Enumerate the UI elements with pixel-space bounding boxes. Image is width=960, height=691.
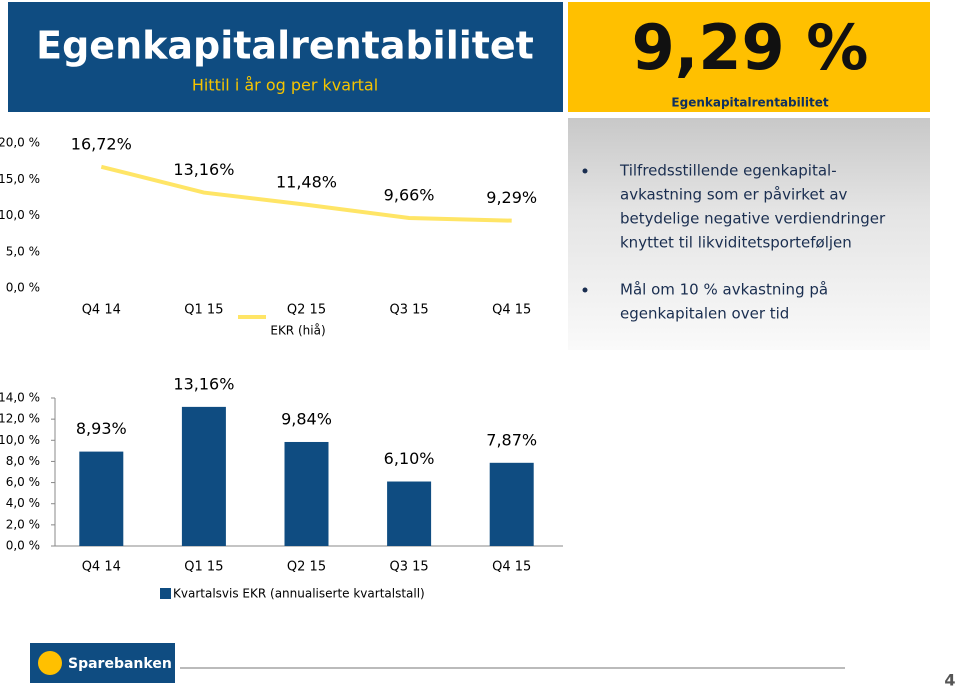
- data-label: 9,66%: [384, 185, 435, 204]
- bar: [181, 406, 226, 546]
- y-tick-label: 4,0 %: [6, 496, 40, 510]
- note-line: betydelige negative verdiendringer: [620, 210, 886, 228]
- highlight-label: Egenkapitalrentabilitet: [671, 96, 828, 110]
- x-tick-label: Q3 15: [390, 303, 429, 318]
- data-label: 11,48%: [276, 172, 337, 191]
- note-line: Tilfredsstillende egenkapital-: [619, 162, 837, 180]
- data-label: 13,16%: [173, 160, 234, 179]
- legend-label: Kvartalsvis EKR (annualiserte kvartalsta…: [173, 587, 425, 601]
- y-tick-label: 6,0 %: [6, 475, 40, 489]
- x-tick-label: Q4 14: [82, 303, 121, 318]
- y-tick-label: 14,0 %: [0, 391, 40, 405]
- x-tick-label: Q1 15: [184, 560, 223, 575]
- notes-panel: [568, 118, 930, 350]
- bar: [387, 481, 432, 546]
- subtitle: Hittil i år og per kvartal: [192, 76, 378, 95]
- data-label: 9,29%: [486, 188, 537, 207]
- page-number: 4: [944, 671, 955, 690]
- legend-label: EKR (hiå): [270, 324, 325, 338]
- x-tick-label: Q2 15: [287, 560, 326, 575]
- note-line: Mål om 10 % avkastning på: [620, 281, 828, 299]
- y-tick-label: 15,0 %: [0, 172, 40, 186]
- legend-swatch: [160, 588, 171, 599]
- y-tick-label: 20,0 %: [0, 136, 40, 150]
- data-label: 13,16%: [173, 374, 234, 393]
- data-label: 9,84%: [281, 409, 332, 428]
- x-tick-label: Q4 14: [82, 560, 121, 575]
- y-tick-label: 8,0 %: [6, 454, 40, 468]
- data-label: 16,72%: [71, 134, 132, 153]
- data-label: 7,87%: [486, 430, 537, 449]
- title-box: [8, 2, 563, 112]
- x-tick-label: Q1 15: [184, 303, 223, 318]
- y-tick-label: 0,0 %: [6, 539, 40, 553]
- y-tick-label: 0,0 %: [6, 281, 40, 295]
- line: [100, 164, 512, 223]
- x-tick-label: Q4 15: [492, 303, 531, 318]
- x-tick-label: Q4 15: [492, 560, 531, 575]
- note-line: knyttet til likviditetsporteføljen: [620, 234, 852, 252]
- data-label: 8,93%: [76, 419, 127, 438]
- title: Egenkapitalrentabilitet: [36, 24, 534, 68]
- y-tick-label: 5,0 %: [6, 244, 40, 258]
- logo-text: Sparebanken Øst: [68, 656, 204, 672]
- bullet: [582, 168, 588, 174]
- bar: [489, 462, 534, 546]
- highlight-box: [568, 2, 930, 112]
- logo-icon: [38, 651, 62, 675]
- x-tick-label: Q3 15: [390, 560, 429, 575]
- bar: [284, 441, 329, 546]
- note-line: avkastning som er påvirket av: [620, 186, 848, 204]
- bullet: [582, 287, 588, 293]
- bar: [79, 451, 124, 546]
- x-tick-label: Q2 15: [287, 303, 326, 318]
- note-line: egenkapitalen over tid: [620, 305, 789, 323]
- data-label: 6,10%: [384, 449, 435, 468]
- y-tick-label: 10,0 %: [0, 208, 40, 222]
- y-tick-label: 2,0 %: [6, 517, 40, 531]
- y-tick-label: 12,0 %: [0, 412, 40, 426]
- y-tick-label: 10,0 %: [0, 433, 40, 447]
- highlight-value: 9,29 %: [632, 11, 869, 84]
